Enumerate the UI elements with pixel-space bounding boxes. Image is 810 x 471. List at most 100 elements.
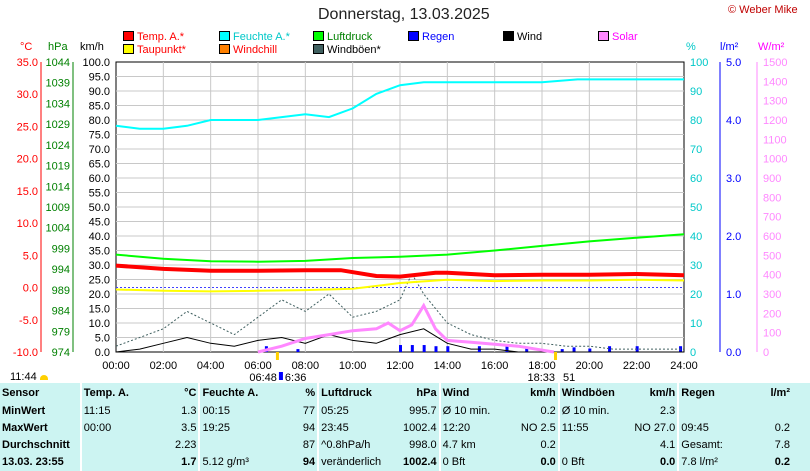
rain-tick-label: 4.0 xyxy=(726,115,741,127)
pct-axis-unit: % xyxy=(686,41,696,53)
pct-tick-label: 20 xyxy=(690,289,702,301)
x-tick-label: 22:00 xyxy=(623,360,651,372)
stats-cell: 5.12 g/m³ xyxy=(198,454,271,471)
x-tick-label: 18:00 xyxy=(528,360,556,372)
stats-cell: ^0.8hPa/h xyxy=(317,437,388,454)
legend-swatch xyxy=(408,31,419,41)
series-line-taupunkt xyxy=(115,278,685,293)
kmh-tick-label: 95.0 xyxy=(89,72,110,84)
kmh-tick-label: 10.0 xyxy=(89,318,110,330)
pct-tick-label: 40 xyxy=(690,231,702,243)
solar-tick-label: 1400 xyxy=(763,76,787,88)
rain-bar xyxy=(446,346,450,352)
stats-cell xyxy=(677,403,749,420)
rain-tick-label: 0.0 xyxy=(726,347,741,359)
kmh-tick-label: 35.0 xyxy=(89,246,110,258)
stats-cell: Ø 10 min. xyxy=(557,403,630,420)
legend-item: Windchill xyxy=(219,44,277,57)
stats-row: MaxWert 00:00 3.5 19:25 94 23:45 1002.4 12:20 NO… xyxy=(0,420,792,437)
stats-cell: 1002.4 xyxy=(402,456,437,468)
hpa-tick-label: 1044 xyxy=(46,57,70,69)
x-tick-label: 24:00 xyxy=(670,360,698,372)
stats-cell: 4.7 km xyxy=(438,437,511,454)
solar-tick-label: 0 xyxy=(763,347,769,359)
hpa-axis-unit: hPa xyxy=(48,41,68,53)
stats-row: Durchschnitt 2.23 87 ^0.8hPa/h 998.0 4.7 km 0.… xyxy=(0,437,792,454)
moon-marker xyxy=(278,372,283,380)
legend-label: Windchill xyxy=(233,44,278,56)
stats-header-cell: km/h xyxy=(649,387,676,399)
kmh-tick-label: 75.0 xyxy=(89,130,110,142)
kmh-tick-label: 5.0 xyxy=(95,333,110,345)
legend-label: Luftdruck xyxy=(327,31,373,43)
stats-row: MinWert 11:15 1.3 00:15 77 05:25 995.7 Ø 10 min… xyxy=(0,403,792,420)
stats-cell: NO 2.5 xyxy=(520,422,556,434)
x-tick-label: 16:00 xyxy=(481,360,509,372)
x-tick-label: 12:00 xyxy=(386,360,414,372)
legend-label: Taupunkt* xyxy=(137,44,186,56)
legend-item: Wind xyxy=(503,31,542,44)
sunrise-marker xyxy=(275,352,279,360)
stats-cell: 00:00 xyxy=(79,420,152,437)
kmh-tick-label: 60.0 xyxy=(89,173,110,185)
stats-cell: 2.3 xyxy=(659,405,676,417)
legend-label: Regen xyxy=(422,31,455,43)
hpa-tick-label: 1014 xyxy=(46,181,70,193)
pct-tick-label: 30 xyxy=(690,260,702,272)
hpa-tick-label: 1019 xyxy=(46,161,70,173)
statistics-table: Sensor Temp. A. °C Feuchte A. % Luftdruc… xyxy=(0,383,792,471)
stats-cell: 0.2 xyxy=(774,456,790,468)
hpa-tick-label: 1029 xyxy=(46,119,70,131)
rain-bar xyxy=(608,346,612,352)
kmh-tick-label: 20.0 xyxy=(89,289,110,301)
rain-bar xyxy=(572,347,576,352)
stats-header-cell: °C xyxy=(184,387,197,399)
kmh-tick-label: 70.0 xyxy=(89,144,110,156)
stats-cell: 998.0 xyxy=(409,439,437,451)
series-line-windb-en xyxy=(115,272,684,350)
sunset-marker xyxy=(554,352,558,360)
solar-tick-label: 600 xyxy=(763,231,781,243)
solar-tick-label: 400 xyxy=(763,270,781,282)
pct-tick-label: 0 xyxy=(690,347,696,359)
stats-header-cell: km/h xyxy=(530,387,556,399)
stats-cell: 19:25 xyxy=(198,420,271,437)
stats-cell: 1002.4 xyxy=(402,422,437,434)
stats-cell: 00:15 xyxy=(198,403,271,420)
stats-cell: 995.7 xyxy=(409,405,437,417)
stats-cell: 0.2 xyxy=(774,422,790,434)
temp-tick-label: 35.0 xyxy=(17,57,38,69)
credit-link[interactable]: © Weber Mike xyxy=(728,4,798,16)
legend-item: Taupunkt* xyxy=(123,44,186,57)
solar-tick-label: 1500 xyxy=(763,57,787,69)
stats-row-label: MinWert xyxy=(2,405,46,417)
stats-cell: 05:25 xyxy=(317,403,388,420)
hpa-tick-label: 989 xyxy=(52,285,70,297)
stats-cell: 1.3 xyxy=(181,405,197,417)
solar-tick-label: 100 xyxy=(763,328,781,340)
stats-row-label: 13.03. 23:55 xyxy=(2,456,64,468)
pct-tick-label: 60 xyxy=(690,173,702,185)
solar-tick-label: 1100 xyxy=(763,134,787,146)
rain-bar xyxy=(525,347,529,352)
legend-label: Temp. A.* xyxy=(137,31,185,43)
legend-swatch xyxy=(123,31,134,41)
stats-cell: veränderlich xyxy=(317,454,388,471)
stats-cell: 09:45 xyxy=(677,420,749,437)
rain-tick-label: 3.0 xyxy=(726,173,741,185)
x-tick-label: 08:00 xyxy=(292,360,320,372)
pct-tick-label: 80 xyxy=(690,115,702,127)
weather-chart: °C hPa km/h% l/m² W/m² 35.0 30.0 25.0 20.0 15.0 10… xyxy=(13,41,788,383)
kmh-tick-label: 55.0 xyxy=(89,188,110,200)
pct-tick-label: 70 xyxy=(690,144,702,156)
stats-row: 13.03. 23:55 1.7 5.12 g/m³ 94 veränderlich 10… xyxy=(0,454,792,471)
hpa-tick-label: 1004 xyxy=(46,223,70,235)
axis-ticks: °C hPa km/h% l/m² W/m² 35.0 30.0 25.0 20.0 15.0 10… xyxy=(13,41,788,383)
x-tick-label: 02:00 xyxy=(150,360,178,372)
x-tick-label: 04:00 xyxy=(197,360,225,372)
series-line-solar xyxy=(257,302,555,354)
stats-header-cell: Feuchte A. xyxy=(198,383,271,403)
stats-cell xyxy=(79,454,152,471)
rain-bar xyxy=(434,346,438,352)
stats-cell: 87 xyxy=(302,439,316,451)
